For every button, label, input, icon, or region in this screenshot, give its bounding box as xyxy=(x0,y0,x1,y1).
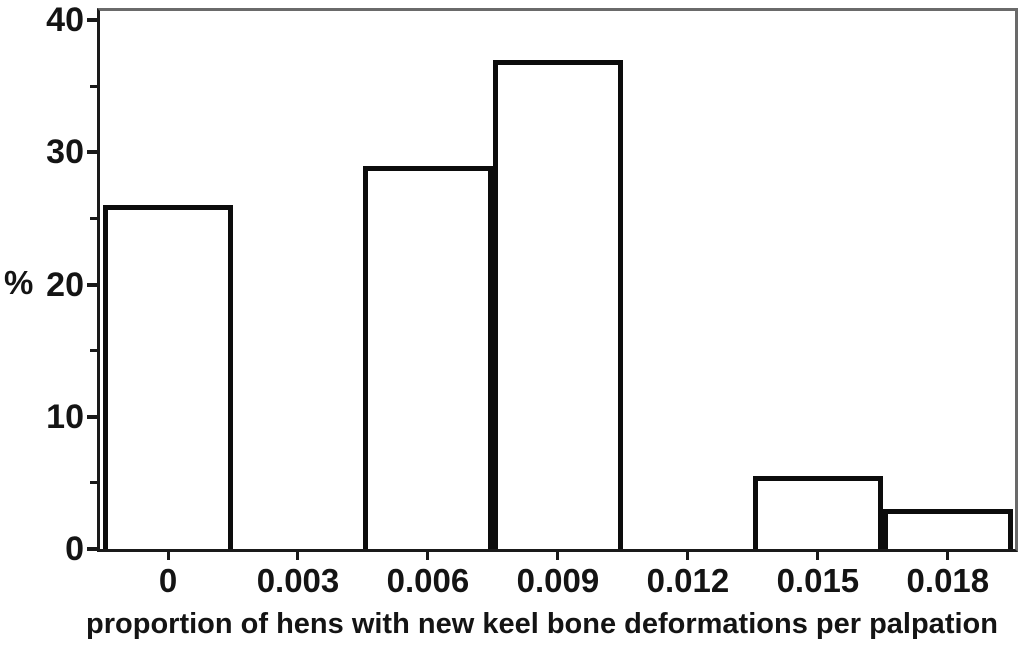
y-minor-tick xyxy=(90,217,97,221)
x-axis-label: proportion of hens with new keel bone de… xyxy=(86,608,998,640)
y-minor-tick xyxy=(90,84,97,88)
histogram-bar xyxy=(103,205,233,549)
histogram-bar xyxy=(752,476,883,549)
y-tick-label: 30 xyxy=(46,133,84,172)
x-tick-label: 0.015 xyxy=(776,562,860,599)
histogram-bar xyxy=(492,59,623,549)
x-tick xyxy=(166,552,170,560)
x-tick-label: 0 xyxy=(158,562,178,599)
y-major-tick xyxy=(87,18,97,23)
x-tick xyxy=(816,552,820,560)
y-tick-label: 20 xyxy=(46,265,84,304)
x-tick xyxy=(946,552,950,560)
y-minor-tick xyxy=(90,349,97,353)
x-tick-label: 0.006 xyxy=(386,562,470,599)
y-major-tick xyxy=(87,150,97,155)
x-tick xyxy=(296,552,300,560)
y-major-tick xyxy=(87,282,97,287)
plot-area xyxy=(97,8,1018,552)
y-major-tick xyxy=(87,414,97,419)
x-tick xyxy=(686,552,690,560)
x-tick-label: 0.012 xyxy=(646,562,730,599)
y-axis-label: % xyxy=(4,264,34,301)
x-tick xyxy=(426,552,430,560)
y-major-tick xyxy=(87,547,97,551)
x-tick-label: 0.018 xyxy=(906,562,990,599)
y-tick-label: 0 xyxy=(65,530,84,568)
histogram-bar xyxy=(882,509,1013,549)
x-tick-label: 0.003 xyxy=(256,562,340,599)
y-minor-tick xyxy=(90,481,97,485)
histogram-bar xyxy=(362,165,493,549)
x-tick xyxy=(556,552,560,560)
x-tick-label: 0.009 xyxy=(516,562,600,599)
y-tick-label: 40 xyxy=(46,1,84,40)
y-tick-label: 10 xyxy=(46,397,84,436)
